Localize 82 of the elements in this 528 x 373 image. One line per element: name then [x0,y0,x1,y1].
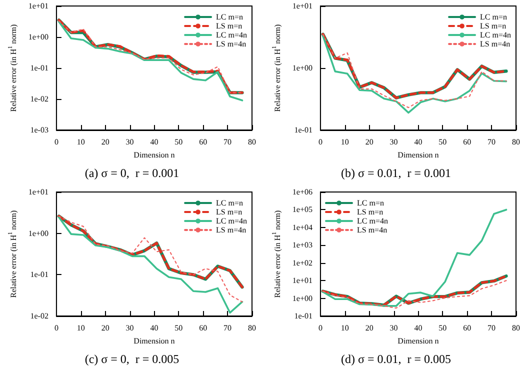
x-axis-title: Dimension n [398,150,439,160]
x-tick-label: 70 [488,324,496,332]
x-tick-label: 30 [126,324,134,332]
legend-label: LS m=4n [216,40,246,48]
y-tick-label: 1e+05 [292,205,312,214]
legend-label: LC m=n [216,12,244,22]
x-tick-label: 10 [340,138,349,146]
legend-label: LC m=4n [216,30,248,40]
text: (a) σ = 0, r = 0.001 [84,166,180,180]
x-tick-label: 30 [390,324,398,332]
x-tick-label: 80 [248,324,256,332]
x-tick-label: 30 [390,138,398,146]
y-tick-label: 1e+02 [292,258,312,268]
y-tick-label: 1e+01 [292,2,312,10]
legend-label: LS m=n [357,208,384,216]
x-axis-title: Dimension n [134,150,175,160]
x-tick-label: 60 [199,324,208,332]
x-tick-label: 10 [76,324,85,332]
x-tick-label: 0 [318,324,322,332]
y-tick-label: 1e-03 [30,126,48,134]
y-tick-label: 1e+00 [28,228,48,238]
y-tick-label: 1e+00 [292,64,312,72]
x-tick-label: 80 [248,138,256,146]
text: (b) σ = 0.01, r = 0.001 [341,166,451,180]
x-tick-label: 60 [463,138,472,146]
legend-label: LS m=n [216,22,242,30]
y-tick-label: 1e-01 [294,312,312,320]
line-series [322,208,508,307]
x-tick-label: 80 [512,138,520,146]
x-tick-label: 50 [438,138,447,146]
x-tick-label: 40 [414,138,422,146]
legend-label: LS m=4n [216,226,246,234]
y-tick-label: 1e+01 [28,188,48,196]
legend-label: LC m=n [216,198,244,208]
y-tick-label: 1e+04 [292,222,312,232]
y-tick-label: 1e+01 [292,276,312,286]
x-tick-label: 60 [463,324,472,332]
legend-label: LC m=n [357,198,384,208]
y-tick-label: 1e-02 [30,312,48,320]
x-tick-label: 50 [174,138,183,146]
x-tick-label: 70 [224,324,232,332]
x-tick-label: 30 [126,138,134,146]
x-tick-label: 50 [174,324,183,332]
x-axis-title: Dimension n [398,336,439,346]
legend-label: LS m=n [480,22,506,30]
x-tick-label: 20 [101,138,110,146]
x-tick-label: 40 [414,324,422,332]
x-tick-label: 0 [318,138,322,146]
y-tick-label: 1e-01 [30,270,48,280]
x-tick-label: 20 [101,324,110,332]
x-tick-label: 50 [438,324,447,332]
x-tick-label: 20 [365,324,374,332]
legend-label: LC m=4n [216,216,248,226]
legend-label: LC m=4n [357,216,388,226]
x-tick-label: 60 [199,138,208,146]
text: (c) σ = 0, r = 0.005 [84,352,180,366]
legend-label: LS m=4n [357,226,388,234]
y-tick-label: 1e+00 [292,294,312,303]
y-tick-label: 1e+03 [292,240,312,250]
legend-label: LC m=4n [480,30,512,40]
x-tick-label: 40 [150,138,158,146]
y-tick-label: 1e-02 [30,94,48,104]
line-series [322,280,507,309]
y-tick-label: 1e-01 [30,64,48,72]
y-tick-label: 1e+00 [28,32,48,42]
legend-label: LS m=4n [480,40,510,48]
x-tick-label: 10 [76,138,85,146]
x-tick-label: 10 [340,324,349,332]
x-tick-label: 70 [488,138,496,146]
x-tick-label: 70 [224,138,232,146]
y-tick-label: 1e+06 [292,188,312,196]
legend-label: LC m=n [480,12,508,22]
y-tick-label: 1e-01 [294,126,312,134]
x-tick-label: 0 [54,138,58,146]
text: (d) σ = 0.01, r = 0.005 [341,352,451,366]
x-tick-label: 0 [54,324,58,332]
y-tick-label: 1e+01 [28,2,48,10]
x-tick-label: 40 [150,324,158,332]
x-axis-title: Dimension n [134,336,175,346]
x-tick-label: 20 [365,138,374,146]
x-tick-label: 80 [512,324,520,332]
legend-label: LS m=n [216,208,242,216]
